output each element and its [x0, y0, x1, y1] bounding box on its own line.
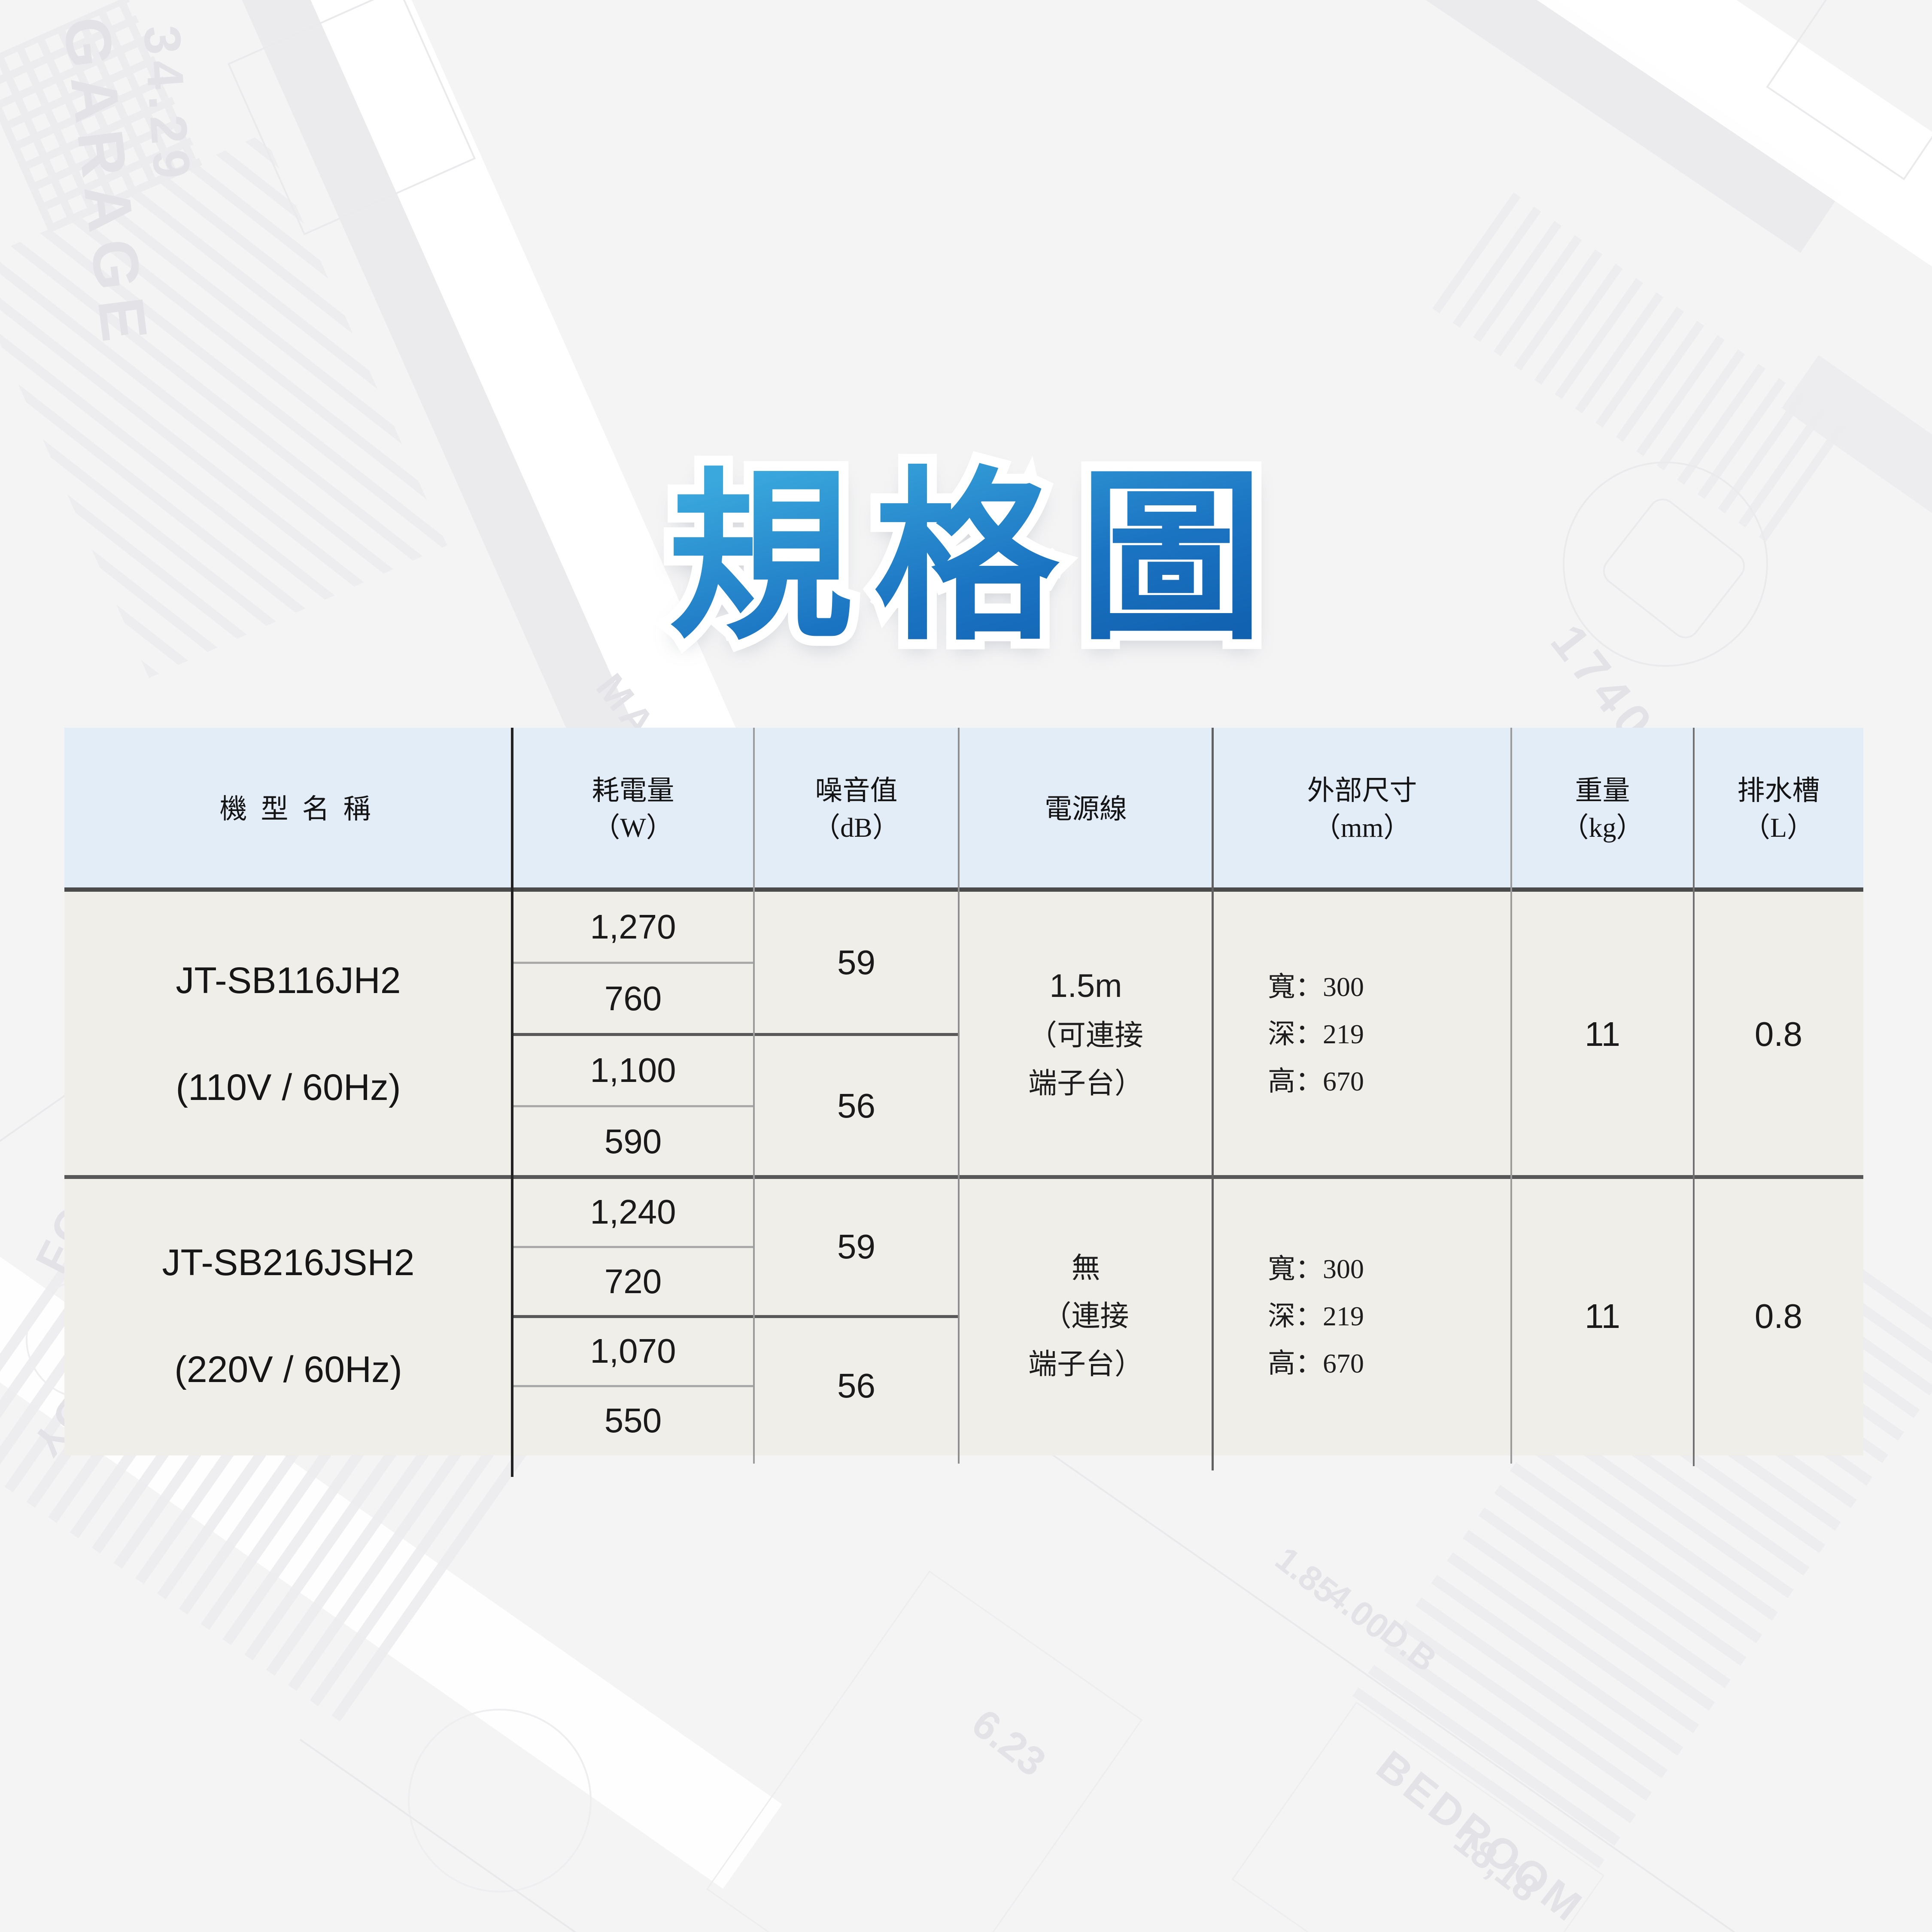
power-value: 1,070 [590, 1332, 676, 1370]
dimension-width: 寬：300 [1268, 971, 1364, 1002]
power-value: 720 [604, 1262, 662, 1300]
model-cell: JT-SB116JH2 (110V / 60Hz) [64, 891, 512, 1177]
header-drain: 排水槽 （L） [1694, 728, 1863, 891]
power-row-separator-light [512, 1385, 754, 1387]
drain-value: 0.8 [1754, 1015, 1803, 1053]
header-noise-line2: （dB） [813, 812, 900, 843]
column-divider [511, 728, 513, 1477]
dimension-depth: 深：219 [1268, 1301, 1364, 1331]
drain-value: 0.8 [1754, 1297, 1803, 1335]
power-value: 590 [604, 1122, 662, 1160]
noise-value: 59 [837, 1227, 875, 1266]
header-dimensions-line1: 外部尺寸 [1307, 775, 1417, 806]
header-noise: 噪音值 （dB） [754, 728, 959, 891]
model-name: JT-SB116JH2 [176, 960, 401, 1001]
header-drain-line1: 排水槽 [1737, 775, 1820, 806]
blueprint-room-outline [227, 0, 476, 236]
dimension-height: 高：670 [1268, 1348, 1364, 1379]
header-bottom-border [64, 887, 1863, 892]
blueprint-label-dim: 6.23 [963, 1700, 1054, 1786]
blueprint-band [1346, 0, 1932, 292]
header-model-label: 機型名稱 [219, 794, 385, 824]
power-value: 1,100 [590, 1051, 676, 1089]
blueprint-line [986, 1408, 1902, 1932]
noise-value: 56 [837, 1086, 875, 1125]
header-weight-line1: 重量 [1575, 775, 1630, 806]
header-power: 耗電量 （W） [512, 728, 754, 891]
power-row-separator-dark [512, 1033, 959, 1036]
power-row-separator-light [512, 962, 754, 964]
header-noise-line1: 噪音值 [815, 775, 898, 806]
model-voltage: (220V / 60Hz) [174, 1349, 402, 1390]
header-power-line2: （W） [592, 812, 674, 843]
page-title-text: 規格圖 [648, 461, 1284, 656]
power-value: 1,240 [590, 1193, 676, 1231]
dimension-height: 高：670 [1268, 1066, 1364, 1097]
table-header-background [64, 728, 1863, 891]
blueprint-label-garage-dim: 34.29 [133, 24, 201, 186]
blueprint-band [1267, 0, 1841, 253]
header-cord: 電源線 [959, 728, 1213, 891]
cord-line2: （連接 [1042, 1300, 1129, 1332]
cord-line1: 無 [1071, 1252, 1100, 1284]
power-value: 760 [604, 979, 662, 1018]
model-voltage: (110V / 60Hz) [176, 1066, 401, 1108]
page-title-outline: 規格圖 [648, 452, 1284, 665]
header-cord-label: 電源線 [1045, 794, 1127, 824]
cord-line3: 端子台） [1028, 1067, 1143, 1100]
cord-cell: 1.5m （可連接 端子台） [959, 891, 1213, 1177]
header-model: 機型名稱 [64, 728, 526, 891]
power-value: 550 [604, 1401, 662, 1440]
model-name: JT-SB216JSH2 [162, 1242, 415, 1283]
blueprint-room-outline [1766, 0, 1932, 180]
cord-line3: 端子台） [1028, 1349, 1143, 1380]
header-dimensions: 外部尺寸 （mm） [1213, 728, 1511, 891]
weight-value: 11 [1584, 1015, 1621, 1053]
table-body-background [64, 891, 1863, 1455]
dimensions-cell: 寬：300 深：219 高：670 [1213, 1177, 1511, 1455]
dimensions-cell: 寬：300 深：219 高：670 [1213, 891, 1511, 1177]
header-dimensions-line2: （mm） [1313, 812, 1411, 843]
header-weight: 重量 （kg） [1511, 728, 1694, 891]
blueprint-circle [408, 1709, 592, 1893]
power-row-separator-dark [512, 1315, 959, 1318]
cord-cell: 無 （連接 端子台） [959, 1177, 1213, 1455]
dimension-width: 寬：300 [1268, 1254, 1364, 1284]
dimension-depth: 深：219 [1268, 1018, 1364, 1049]
group-separator [64, 1175, 1863, 1179]
column-divider [753, 728, 755, 1464]
blueprint-line [299, 1739, 1075, 1932]
model-cell: JT-SB216JSH2 (220V / 60Hz) [64, 1177, 512, 1455]
column-divider [1510, 728, 1512, 1464]
column-divider [958, 728, 960, 1464]
column-divider [1212, 728, 1214, 1470]
header-drain-line2: （L） [1742, 812, 1815, 843]
page-title: 規格圖 規格圖 [0, 452, 1932, 665]
noise-value: 59 [837, 943, 875, 981]
spec-table: 機型名稱 耗電量 （W） 噪音值 （dB） 電源線 外部尺寸 （mm） 重量 （… [64, 728, 1863, 1477]
cord-line2: （可連接 [1028, 1019, 1143, 1051]
blueprint-line [0, 1095, 66, 1663]
header-power-line1: 耗電量 [592, 775, 674, 806]
blueprint-room-outline [706, 1571, 1143, 1932]
header-weight-line2: （kg） [1561, 812, 1644, 843]
weight-value: 11 [1584, 1297, 1621, 1335]
power-row-separator-light [512, 1246, 754, 1248]
power-value: 1,270 [590, 907, 676, 946]
column-divider [1693, 728, 1695, 1466]
cord-line1: 1.5m [1049, 967, 1122, 1004]
noise-value: 56 [837, 1367, 875, 1405]
power-row-separator-light [512, 1105, 754, 1107]
